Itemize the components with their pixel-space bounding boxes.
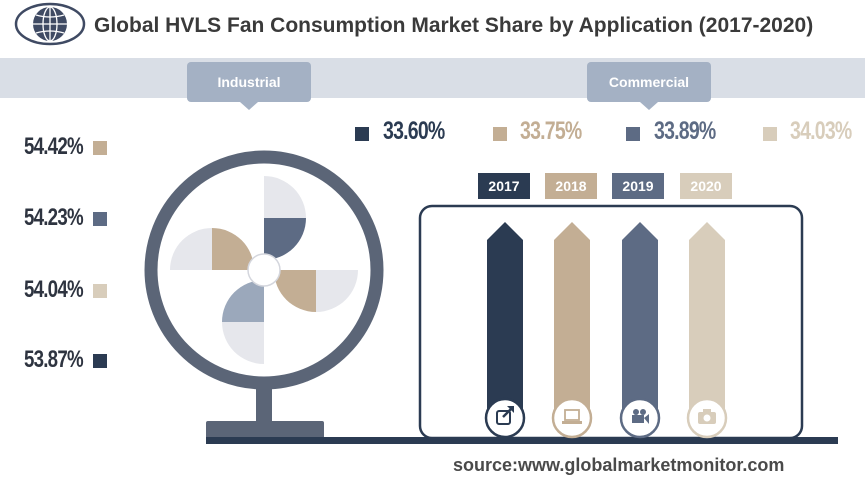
- camera-icon: [698, 409, 716, 424]
- industrial-value-label: 53.87%: [24, 346, 84, 373]
- industrial-value-label: 54.04%: [24, 276, 84, 303]
- commercial-swatch: [355, 127, 369, 141]
- commercial-value-label: 33.60%: [383, 117, 445, 145]
- fan-illustration: [144, 150, 384, 439]
- commercial-tab: Commercial: [587, 62, 711, 102]
- commercial-swatch: [626, 127, 640, 141]
- industrial-tab: Industrial: [187, 62, 311, 102]
- industrial-swatch: [93, 141, 107, 155]
- external-link-icon-circle: [484, 397, 526, 439]
- page-title: Global HVLS Fan Consumption Market Share…: [94, 14, 814, 37]
- industrial-swatch: [93, 212, 107, 226]
- year-arrow-bar: [487, 222, 523, 420]
- ground-line: [206, 437, 838, 444]
- commercial-swatch: [763, 127, 777, 141]
- commercial-value-label: 34.03%: [790, 117, 852, 145]
- commercial-value-label: 33.75%: [520, 117, 582, 145]
- year-arrow-bar: [554, 222, 590, 420]
- laptop-icon: [562, 409, 582, 424]
- commercial-swatch: [493, 127, 507, 141]
- video-camera-icon: [632, 409, 649, 424]
- bar-panel: [418, 204, 804, 440]
- industrial-tab-pointer: [240, 102, 258, 110]
- commercial-tab-pointer: [640, 102, 658, 110]
- globe-logo-icon: [14, 2, 86, 46]
- industrial-value-label: 54.42%: [24, 133, 84, 160]
- year-arrow-bar: [689, 222, 725, 420]
- header-band: [0, 58, 865, 98]
- source-note: source:www.globalmarketmonitor.com: [453, 455, 785, 475]
- year-arrow-bar: [622, 222, 658, 420]
- year-label: 2018: [545, 173, 597, 199]
- commercial-value-label: 33.89%: [654, 117, 716, 145]
- industrial-value-label: 54.23%: [24, 204, 84, 231]
- industrial-swatch: [93, 284, 107, 298]
- external-link-icon: [496, 406, 514, 425]
- year-label: 2019: [612, 173, 664, 199]
- industrial-swatch: [93, 354, 107, 368]
- year-label: 2017: [478, 173, 530, 199]
- year-label: 2020: [680, 173, 732, 199]
- laptop-icon-circle: [551, 397, 593, 439]
